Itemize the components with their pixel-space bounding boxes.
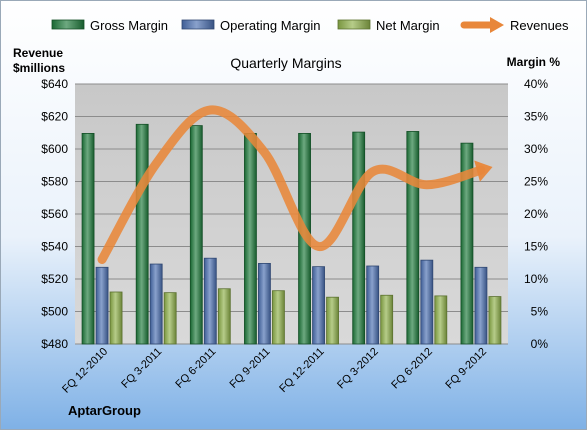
bar-net-margin [380,294,394,345]
bar-operating-margin [95,266,109,345]
bar-operating-margin [366,265,380,345]
bar-net-margin [434,295,448,345]
bar-gross-margin [352,131,366,345]
bar-operating-margin [149,263,163,345]
bar-gross-margin [244,132,257,345]
bar-operating-margin [258,262,271,345]
bar-gross-margin [135,123,149,345]
right-tick-label: 20% [524,207,548,221]
left-axis-title-line2: $millions [13,61,65,75]
legend-label: Gross Margin [90,18,168,33]
revenue-arrowhead [474,160,493,182]
bar-net-margin [217,288,231,345]
bar-gross-margin [81,132,95,345]
left-tick-label: $600 [41,142,68,156]
left-tick-label: $620 [41,110,68,124]
right-tick-label: 5% [531,305,549,319]
bar-net-margin [272,290,285,345]
bar-gross-margin [406,131,420,345]
bar-net-margin [326,296,339,345]
right-axis-title: Margin % [507,55,561,69]
right-tick-label: 0% [531,337,549,351]
bar-net-margin [109,291,123,345]
legend-swatch-gross-margin [51,19,85,30]
bar-operating-margin [420,259,434,345]
left-tick-label: $520 [41,272,68,286]
legend: Gross Margin Operating Margin Net Margin Re… [51,17,569,33]
bar-net-margin [163,292,177,345]
legend-label: Operating Margin [220,18,320,33]
legend-label: Revenues [510,18,569,33]
left-tick-label: $640 [41,77,68,91]
legend-arrowhead [490,17,504,33]
revenue-line [97,105,486,264]
legend-swatch-net-margin [337,19,371,30]
revenue-line-group [97,105,493,264]
bars [81,123,502,345]
legend-label: Net Margin [376,18,440,33]
bar-operating-margin [474,266,488,345]
left-tick-label: $580 [41,175,68,189]
legend-swatch-operating-margin [181,19,215,30]
right-tick-label: 35% [524,110,548,124]
right-tick-label: 30% [524,142,548,156]
bar-gross-margin [189,125,203,345]
left-tick-label: $560 [41,207,68,221]
right-tick-label: 25% [524,175,548,189]
right-tick-label: 15% [524,240,548,254]
bar-gross-margin [460,142,474,345]
right-axis-ticks: 0% 5% 10% 15% 20% 25% 30% 35% 40% [524,77,548,351]
left-tick-label: $500 [41,305,68,319]
left-tick-label: $540 [41,240,68,254]
bar-operating-margin [203,257,217,345]
left-axis-title-line1: Revenue [13,46,63,60]
bar-operating-margin [312,266,325,345]
bar-net-margin [488,296,502,345]
chart-title: Quarterly Margins [230,55,341,71]
footer-label: AptarGroup [68,403,141,418]
left-axis-ticks: $480 $500 $520 $540 $560 $580 $600 $620 $640 [41,77,68,351]
right-tick-label: 40% [524,77,548,91]
left-tick-label: $480 [41,337,68,351]
right-tick-label: 10% [524,272,548,286]
